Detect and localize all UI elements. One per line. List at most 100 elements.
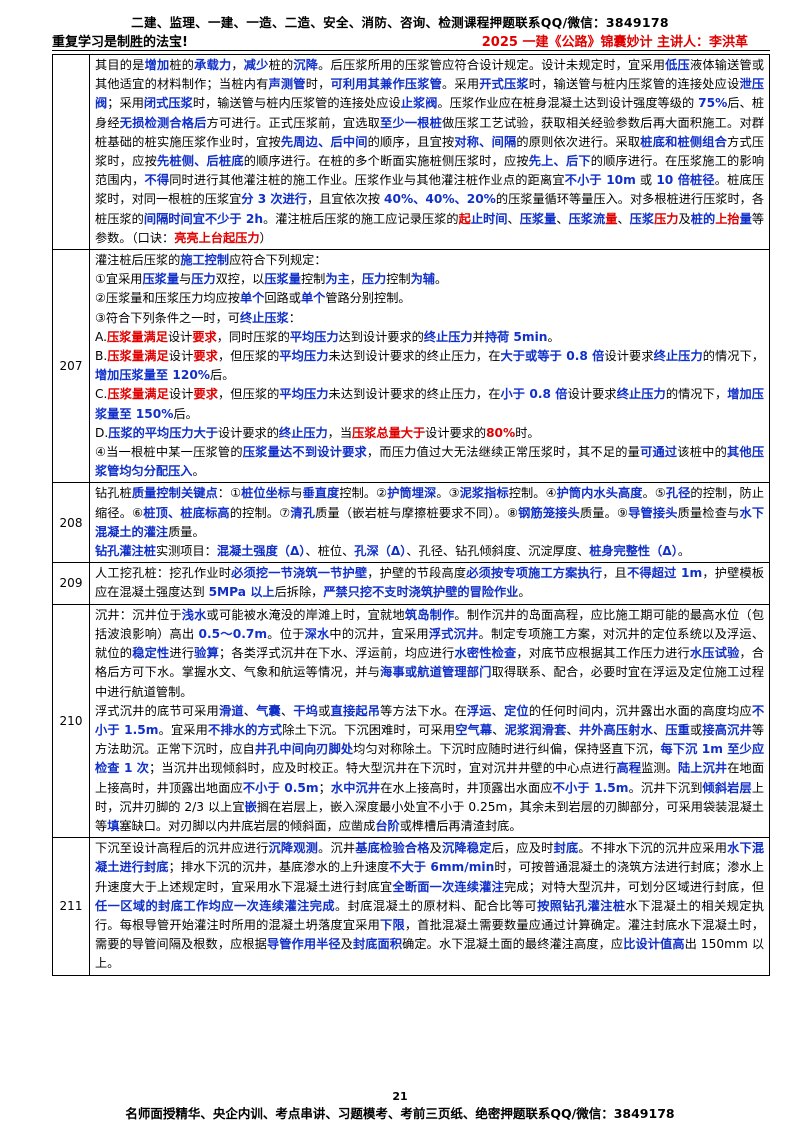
text-run: 及 — [678, 211, 691, 226]
blue-highlight: 基底检验合格 — [355, 841, 430, 856]
blue-highlight: 海事或航道管理部门 — [380, 665, 492, 680]
blue-highlight: 泄压阀 — [95, 77, 765, 111]
text-run: ，对底节应根据其工作压力进行 — [516, 646, 690, 661]
blue-highlight: 水下混凝土的灌注 — [95, 505, 765, 539]
blue-highlight: 钢筋笼接头 — [518, 505, 580, 520]
blue-highlight: 不小于 1.5m — [95, 703, 765, 737]
text-run: 设计要求的 — [217, 425, 279, 440]
table-row: 207 灌注桩后压浆的施工控制应符合下列规定： ①宜采用压浆量与压力双控，以压浆量控… — [52, 249, 770, 484]
text-run: 控制。④ — [508, 486, 557, 501]
text-run: 。 — [547, 329, 560, 344]
text-run: 及 — [340, 937, 353, 952]
text-run: 的情况下， — [665, 387, 728, 402]
blue-highlight: 终止压力 — [616, 387, 666, 402]
blue-highlight: 水压试验 — [689, 646, 740, 661]
text-run: 液体输送管或其他适宜的材料制作；当桩内有 — [95, 58, 765, 92]
text-run: 取得联系、配合，必要时宜在浮运及定位施工过程中进行航道管制。 — [95, 665, 765, 699]
text-run: ： — [288, 310, 301, 325]
text-run: 或 — [635, 173, 657, 188]
text-run: 的任何时间内，沉井露出水面的高度均应 — [528, 703, 752, 718]
text-run: 与 — [290, 486, 303, 501]
text-run: 该桩中的 — [677, 445, 727, 460]
blue-highlight: 高程 — [616, 761, 642, 776]
text-run: 、 — [652, 722, 666, 737]
text-run: 等参数。（口诀： — [95, 211, 765, 245]
blue-highlight: 不排水的方式 — [208, 722, 283, 737]
text-run: 钻孔桩 — [95, 486, 132, 501]
text-run: 、 — [617, 211, 630, 226]
text-run: 均匀对称除土。下沉时应随时进行纠偏，保持竖直下沉， — [353, 742, 661, 757]
blue-highlight: 不得超过 1m — [627, 566, 703, 581]
text-run: 。 — [192, 464, 205, 479]
text-run: 时，输送管与桩内压浆管的连接处应设 — [528, 77, 740, 92]
blue-highlight: 压重 — [665, 722, 691, 737]
blue-highlight: 不小于 10m — [564, 173, 636, 188]
text-run: 或 — [690, 722, 703, 737]
text-run: 、 — [492, 722, 505, 737]
blue-highlight: 下限 — [380, 917, 405, 932]
row-content: 灌注桩后压浆的施工控制应符合下列规定： ①宜采用压浆量与压力双控，以压浆量控制为主… — [89, 249, 770, 484]
text-run: ①宜采用 — [95, 272, 143, 287]
text-run: 。不排水下沉的沉井应采用 — [578, 841, 728, 856]
red-highlight: 80% — [486, 425, 516, 440]
text-run: 。 — [518, 585, 531, 600]
text-run: 。沉井下沉到 — [628, 780, 703, 795]
text-run: 质量。⑨ — [579, 505, 629, 520]
row-content: 人工挖孔桩：挖孔作业时必须挖一节浇筑一节护壁，护壁的节段高度必须按专项施工方案执… — [89, 562, 770, 605]
text-run: 未达到设计要求的终止压力，在 — [328, 349, 501, 364]
blue-highlight: 压浆 — [629, 211, 655, 226]
blue-highlight: 井孔中间向刃脚处 — [254, 742, 354, 757]
blue-highlight: 钻孔灌注桩 — [95, 544, 156, 559]
blue-highlight: 大于或等于 0.8 倍 — [500, 349, 605, 364]
text-run: 。后压浆所用的压浆管应符合设计规定。设计未规定时，宜采用 — [318, 58, 666, 72]
text-run: ；各类浮式沉井在下水、浮运前，均应进行 — [218, 646, 455, 661]
blue-highlight: 小于 0.8 倍 — [500, 387, 568, 402]
blue-highlight: 桩身完整性（Δ） — [589, 544, 678, 559]
text-run: 、 — [556, 211, 569, 226]
text-run: B. — [95, 349, 108, 364]
blue-highlight: 40%、40%、20% — [384, 192, 496, 207]
blue-highlight: 增加压浆量至 120% — [95, 368, 211, 383]
blue-highlight: 护筒内水头高度 — [556, 486, 643, 501]
text-run: 除土下沉。下沉困难时，可采用 — [282, 722, 456, 737]
row-content: 钻孔桩质量控制关键点：①桩位坐标与垂直度控制。②护筒埋深。③泥浆指标控制。④护筒… — [89, 482, 770, 564]
text-run: ，但压浆的 — [218, 387, 280, 402]
text-run: ，同时压浆的 — [216, 329, 290, 344]
text-run: 、 — [566, 722, 579, 737]
blue-highlight: 定位 — [504, 703, 529, 718]
blue-highlight: 其他压浆管均匀分配压入 — [95, 445, 765, 479]
text-run: 回路或 — [264, 291, 301, 306]
blue-highlight: 护筒埋深 — [387, 486, 437, 501]
row-content: 其目的是增加桩的承载力，减少桩的沉降。后压浆所用的压浆管应符合设计规定。设计未规… — [89, 53, 770, 251]
blue-highlight: 低压 — [665, 58, 690, 72]
text-run: 。③ — [436, 486, 460, 501]
text-run: 搁在岩层上，嵌入深度最小处宜不小于 0.25m，其余未到岩层的刃脚部分，可采用袋… — [95, 799, 764, 833]
table-row: 208 钻孔桩质量控制关键点：①桩位坐标与垂直度控制。②护筒埋深。③泥浆指标控制。… — [52, 482, 770, 564]
text-run: ②压浆量和压浆压力均应按 — [95, 291, 240, 306]
text-run: ， — [231, 58, 244, 72]
text-run: 。压浆作业应在桩身混凝土达到设计强度等级的 — [437, 96, 699, 111]
red-highlight: 压浆量满足 — [107, 349, 169, 364]
blue-highlight: 封底 — [553, 841, 579, 856]
blue-highlight: 填 — [107, 818, 120, 833]
text-run: ） — [259, 230, 272, 245]
blue-highlight: 浅水 — [181, 607, 207, 622]
text-run: 监测。 — [641, 761, 679, 776]
blue-highlight: 量 — [739, 211, 752, 226]
blue-highlight: 空气幕 — [455, 722, 493, 737]
blue-highlight: 施工控制 — [180, 253, 230, 268]
text-run: 做压浆工艺试验，获取相关经验参数后再大面积施工。对群桩基础的桩实施压浆作业时，宜… — [95, 115, 765, 149]
table-row: 其目的是增加桩的承载力，减少桩的沉降。后压浆所用的压浆管应符合设计规定。设计未规… — [52, 53, 770, 251]
blue-highlight: 单个 — [300, 291, 326, 306]
blue-highlight: 浮式沉井 — [428, 626, 479, 641]
text-run: 时， — [305, 77, 331, 92]
blue-highlight: 先周边、后中间 — [280, 134, 368, 149]
blue-highlight: 混凝土强度（Δ） — [216, 544, 306, 559]
blue-highlight: 桩的 — [690, 211, 716, 226]
blue-highlight: 压浆量 — [264, 272, 301, 287]
header-course-title: 2025 一建《公路》锦囊妙计 主讲人：李洪革 — [481, 35, 748, 50]
text-run: 质量（嵌岩桩与摩擦桩要求不同）。⑧ — [315, 505, 519, 520]
blue-highlight: 水中沉井 — [330, 780, 381, 795]
blue-highlight: 嵌 — [244, 799, 257, 814]
blue-highlight: 封底面积 — [352, 937, 403, 952]
